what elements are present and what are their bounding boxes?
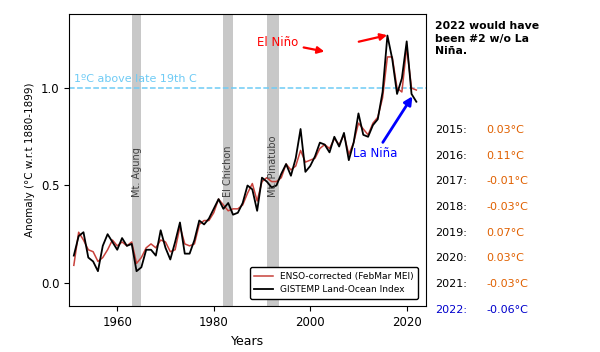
Legend: ENSO-corrected (FebMar MEI), GISTEMP Land-Ocean Index: ENSO-corrected (FebMar MEI), GISTEMP Lan… [250, 267, 418, 299]
ENSO-corrected (FebMar MEI) [152, 246, 160, 250]
GISTEMP Land-Ocean Index [394, 92, 401, 96]
GISTEMP Land-Ocean Index [70, 253, 77, 258]
Text: -0.03°C: -0.03°C [486, 279, 528, 289]
GISTEMP Land-Ocean Index [123, 244, 130, 248]
ENSO-corrected (FebMar MEI) [413, 88, 420, 92]
ENSO-corrected (FebMar MEI) [186, 244, 193, 248]
Text: 2017:: 2017: [435, 176, 467, 186]
Text: 2019:: 2019: [435, 228, 467, 238]
Text: Mt. Pinatubo: Mt. Pinatubo [268, 136, 278, 197]
ENSO-corrected (FebMar MEI) [118, 240, 125, 244]
Line: ENSO-corrected (FebMar MEI): ENSO-corrected (FebMar MEI) [74, 47, 416, 265]
Text: 0.07°C: 0.07°C [486, 228, 524, 238]
Text: La Niña: La Niña [353, 99, 411, 161]
GISTEMP Land-Ocean Index [268, 185, 275, 189]
ENSO-corrected (FebMar MEI) [302, 160, 309, 164]
Text: -0.01°C: -0.01°C [486, 176, 528, 186]
Text: El Chichon: El Chichon [223, 146, 233, 197]
Text: -0.03°C: -0.03°C [486, 202, 528, 212]
Text: 2020:: 2020: [435, 253, 467, 263]
Text: 2022 would have
been #2 w/o La
Niña.: 2022 would have been #2 w/o La Niña. [435, 21, 539, 56]
Text: 2015:: 2015: [435, 125, 467, 135]
GISTEMP Land-Ocean Index [191, 238, 198, 242]
Text: -0.06°C: -0.06°C [486, 305, 528, 315]
Text: 2022:: 2022: [435, 305, 467, 315]
ENSO-corrected (FebMar MEI) [263, 176, 271, 180]
X-axis label: Years: Years [231, 334, 264, 347]
Text: 0.03°C: 0.03°C [486, 125, 524, 135]
Text: El Niño: El Niño [257, 36, 322, 53]
Text: 1ºC above late 19th C: 1ºC above late 19th C [74, 74, 197, 84]
GISTEMP Land-Ocean Index [307, 164, 314, 168]
Bar [267, 14, 279, 306]
ENSO-corrected (FebMar MEI) [70, 263, 77, 268]
GISTEMP Land-Ocean Index [292, 156, 299, 160]
GISTEMP Land-Ocean Index [94, 269, 101, 273]
Text: 0.03°C: 0.03°C [486, 253, 524, 263]
GISTEMP Land-Ocean Index [384, 33, 391, 38]
GISTEMP Land-Ocean Index [413, 100, 420, 104]
Bar [223, 14, 233, 306]
Y-axis label: Anomaly (°C w.r.t 1880-1899): Anomaly (°C w.r.t 1880-1899) [25, 83, 35, 237]
Bar [132, 14, 142, 306]
ENSO-corrected (FebMar MEI) [403, 45, 410, 49]
Text: Mt. Agung: Mt. Agung [131, 147, 142, 197]
ENSO-corrected (FebMar MEI) [287, 168, 295, 172]
Text: 2021:: 2021: [435, 279, 467, 289]
Text: 0.11°C: 0.11°C [486, 151, 524, 161]
Text: 2016:: 2016: [435, 151, 467, 161]
Line: GISTEMP Land-Ocean Index: GISTEMP Land-Ocean Index [74, 36, 416, 271]
Text: 2018:: 2018: [435, 202, 467, 212]
